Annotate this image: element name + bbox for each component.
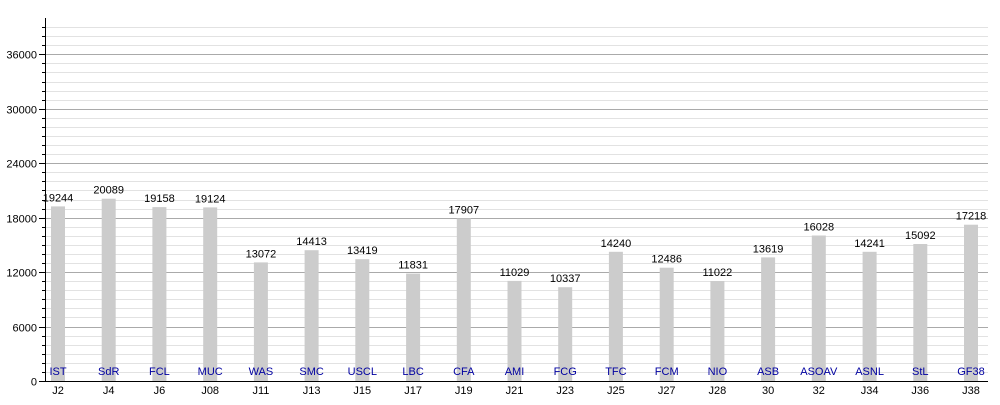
x-tick-label: J2 — [52, 385, 64, 397]
x-tick-label: 32 — [813, 385, 825, 397]
bar — [913, 244, 928, 381]
x-tick-label: J25 — [607, 385, 625, 397]
x-tick-label: J17 — [404, 385, 422, 397]
bars — [51, 198, 978, 381]
bar — [507, 280, 522, 381]
bar — [964, 224, 978, 381]
bar — [862, 251, 877, 381]
bar-value-label: 17218 — [956, 211, 987, 223]
labels: 19244 IST J2 20089 SdR J4 19158 FCL J6 19124 MUC J0… — [43, 185, 987, 397]
bar-value-label: 11029 — [500, 267, 530, 279]
x-tick-label: J21 — [506, 385, 524, 397]
x-tick-label: J23 — [556, 385, 574, 397]
bar — [710, 281, 725, 381]
x-tick-label: J27 — [658, 385, 676, 397]
y-tick-label: 18000 — [6, 214, 37, 226]
bar-name-label: LBC — [402, 366, 423, 378]
bar-name-label: ASNL — [855, 366, 884, 378]
x-tick-label: J38 — [962, 385, 980, 397]
bar — [355, 259, 370, 381]
bar-name-label: IST — [49, 366, 66, 378]
y-tick-label: 30000 — [6, 105, 37, 117]
bar — [203, 207, 218, 381]
bar-name-label: StL — [912, 366, 929, 378]
bar-value-label: 19158 — [144, 193, 175, 205]
bar-value-label: 13619 — [753, 243, 784, 255]
x-tick-label: J15 — [353, 385, 371, 397]
x-tick-label: J4 — [103, 385, 115, 397]
x-tick-label: J34 — [861, 385, 879, 397]
bar — [811, 235, 826, 381]
bar-name-label: WAS — [249, 366, 274, 378]
bar-name-label: CFA — [453, 366, 475, 378]
y-tick-label: 12000 — [6, 268, 37, 280]
bar-value-label: 15092 — [905, 230, 936, 242]
x-tick-label: 30 — [762, 385, 774, 397]
bar — [152, 207, 167, 381]
bar-value-label: 14240 — [601, 238, 632, 250]
bar-name-label: FCL — [149, 366, 170, 378]
bar — [659, 267, 674, 381]
grid — [45, 27, 988, 373]
bar-name-label: TFC — [605, 366, 626, 378]
bar-value-label: 20089 — [93, 185, 124, 197]
x-tick-label: J13 — [303, 385, 321, 397]
bar — [406, 273, 421, 381]
bar-value-label: 16028 — [804, 222, 835, 234]
bar-name-label: NIO — [708, 366, 728, 378]
bar-name-label: GF38 — [957, 366, 985, 378]
bar-value-label: 11831 — [398, 260, 428, 272]
bar-value-label: 10337 — [550, 273, 581, 285]
bar-value-label: 11022 — [703, 267, 733, 279]
x-tick-label: J28 — [709, 385, 727, 397]
bar-value-label: 19244 — [43, 192, 74, 204]
y-tick-label: 24000 — [6, 159, 37, 171]
bar-value-label: 14241 — [854, 238, 885, 250]
bar-value-label: 12486 — [651, 254, 682, 266]
bar-name-label: FCM — [655, 366, 679, 378]
bar-name-label: USCL — [348, 366, 377, 378]
bar-value-label: 13419 — [347, 245, 378, 257]
bar — [304, 250, 319, 381]
bar-value-label: 19124 — [195, 193, 226, 205]
bar-name-label: AMI — [505, 366, 525, 378]
bar — [761, 257, 776, 381]
y-tick-label: 36000 — [6, 50, 37, 62]
bar — [101, 198, 116, 381]
axes: 0 6000 12000 18000 24000 30000 36000 — [6, 18, 988, 389]
bar — [456, 218, 471, 381]
bar-value-label: 14413 — [296, 236, 327, 248]
x-tick-label: J6 — [154, 385, 166, 397]
x-tick-label: J11 — [252, 385, 269, 397]
bar — [558, 287, 573, 381]
y-tick-label: 0 — [31, 377, 37, 389]
x-tick-label: J19 — [455, 385, 473, 397]
y-tick-label: 6000 — [13, 323, 37, 335]
bar-name-label: ASB — [757, 366, 779, 378]
bar-value-label: 17907 — [449, 205, 480, 217]
x-tick-label: J08 — [201, 385, 219, 397]
bar-name-label: SdR — [98, 366, 119, 378]
bar-name-label: MUC — [198, 366, 223, 378]
bar — [253, 262, 268, 381]
bar-name-label: FCG — [554, 366, 577, 378]
x-tick-label: J36 — [911, 385, 929, 397]
bar-name-label: SMC — [299, 366, 324, 378]
bar — [51, 206, 65, 381]
bar — [608, 251, 623, 381]
bar-value-label: 13072 — [246, 248, 277, 260]
bar-name-label: ASOAV — [800, 366, 838, 378]
